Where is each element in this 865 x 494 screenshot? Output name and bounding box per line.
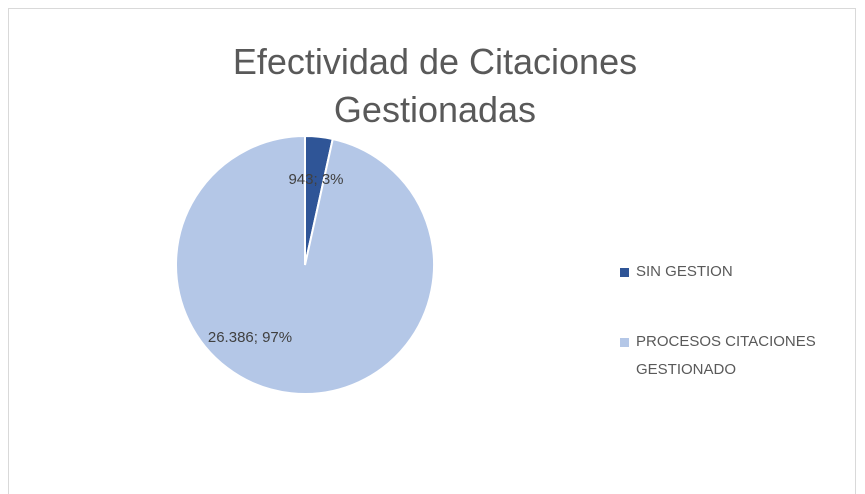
legend-label: PROCESOS CITACIONES GESTIONADO	[636, 333, 816, 378]
data-label: 943; 3%	[288, 171, 343, 188]
pie-slice	[175, 134, 435, 395]
legend-swatch	[620, 268, 629, 277]
legend-label: SIN GESTION	[636, 263, 733, 280]
chart-border	[8, 8, 856, 494]
legend-swatch	[620, 338, 629, 347]
chart-title: Efectividad de Citaciones Gestionadas	[232, 41, 638, 130]
data-label: 26.386; 97%	[208, 329, 292, 346]
